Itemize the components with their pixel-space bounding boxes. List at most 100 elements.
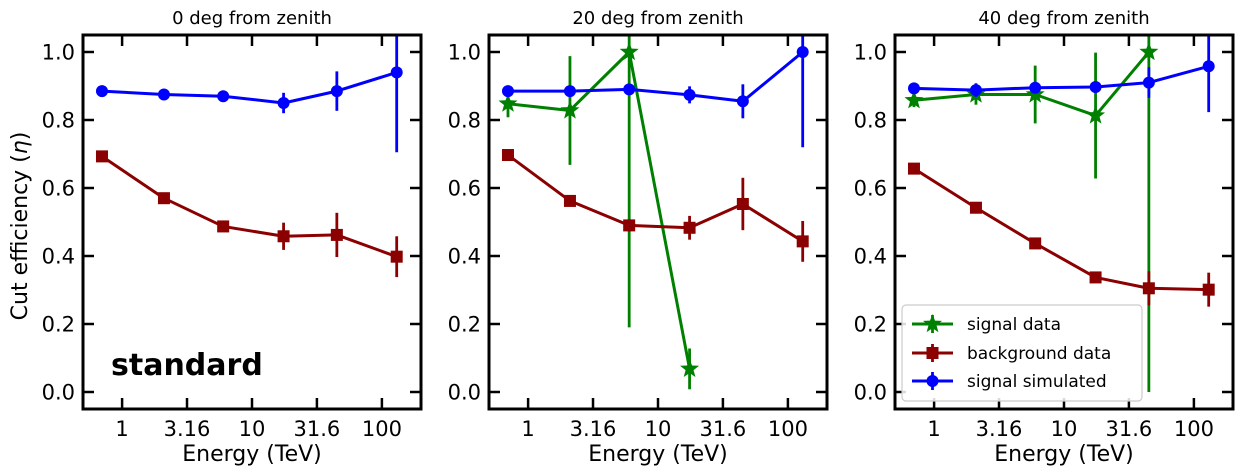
panel-0-x-tick-label: 10 bbox=[239, 417, 266, 441]
panel-0-xlabel: Energy (TeV) bbox=[182, 442, 321, 467]
panel-2-background-data-line bbox=[913, 167, 1209, 292]
panel-0-y-tick-label: 0.6 bbox=[42, 177, 75, 201]
panel-2-background-data-point bbox=[1202, 283, 1215, 296]
panel-1-background-data-point bbox=[736, 197, 749, 210]
panel-1-y-tick-label: 0.0 bbox=[448, 381, 481, 405]
legend-marker-signal-simulated bbox=[926, 375, 939, 387]
panel-0-background-data-point bbox=[390, 250, 403, 263]
panel-2-background-data-point bbox=[1029, 237, 1042, 250]
legend-entry-signal-data: signal data bbox=[912, 314, 1061, 335]
panel-1-x-tick-label: 3.16 bbox=[570, 417, 617, 441]
panel-1-signal-simulated-line bbox=[507, 50, 804, 103]
panel-0-y-tick-label: 1.0 bbox=[42, 41, 75, 65]
panel-2-background-data-point bbox=[969, 201, 982, 214]
panel-1-background-data-point bbox=[796, 235, 809, 248]
panel-1-signal-simulated-point bbox=[563, 85, 576, 98]
panel-2-title: 40 deg from zenith bbox=[978, 8, 1149, 29]
panel-0-y-tick-label: 0.8 bbox=[42, 109, 75, 133]
panel-2-x-tick-label: 100 bbox=[1174, 417, 1214, 441]
panel-0-title: 0 deg from zenith bbox=[172, 8, 332, 29]
panel-2-y-tick-label: 0.6 bbox=[854, 177, 887, 201]
panel-0-x-tick-label: 1 bbox=[115, 417, 128, 441]
panel-0-x-tick-label: 3.16 bbox=[164, 417, 211, 441]
panel-1-background-data-point bbox=[623, 219, 636, 232]
panel-0-background-data-point bbox=[95, 150, 108, 163]
panel-2-x-tick-label: 31.6 bbox=[1106, 417, 1153, 441]
panel-1-signal-data-point bbox=[498, 93, 518, 112]
panel-1-y-tick-label: 0.2 bbox=[448, 313, 481, 337]
panel-2-series-background-data bbox=[907, 162, 1215, 307]
panel-0-signal-simulated-point bbox=[277, 97, 290, 109]
panel-2-x-tick-label: 3.16 bbox=[976, 417, 1023, 441]
panel-2-signal-simulated-line bbox=[913, 64, 1210, 92]
panel-1-series-signal-data bbox=[498, 35, 700, 390]
panel-0: 0 deg from zenith 0.0 0.2 0.4 0.6 0.8 1.0 1 3.1… bbox=[42, 8, 423, 467]
legend-frame bbox=[901, 304, 1143, 402]
panel-1-signal-data-line bbox=[507, 50, 692, 370]
panel-2-signal-data-point bbox=[1086, 105, 1106, 124]
panel-2-series-signal-simulated bbox=[907, 35, 1215, 113]
panel-1-y-tick-label: 0.8 bbox=[448, 109, 481, 133]
panel-1-x-tick-label: 10 bbox=[645, 417, 672, 441]
panel-1-y-tick-label: 1.0 bbox=[448, 41, 481, 65]
y-axis-label: Cut efficiency (η) bbox=[8, 132, 33, 321]
panel-1-signal-simulated-point bbox=[736, 95, 749, 108]
panel-1: 20 deg from zenith 0.0 0.2 0.4 0.6 0.8 1.0 1 3.… bbox=[448, 8, 829, 467]
panel-1-y-tick-label: 0.6 bbox=[448, 177, 481, 201]
panel-2-frame bbox=[893, 33, 1235, 411]
panel-1-signal-data-point bbox=[560, 100, 580, 119]
panel-0-series-signal-simulated bbox=[95, 35, 403, 153]
panel-1-x-tick-label: 31.6 bbox=[700, 417, 747, 441]
panel-0-frame bbox=[81, 33, 423, 411]
panel-2-background-data-point bbox=[1142, 282, 1155, 295]
panel-2-signal-data-point bbox=[1139, 42, 1159, 61]
panel-0-signal-simulated-point bbox=[157, 88, 170, 101]
panel-2-plot: 0.0 0.2 0.4 0.6 0.8 1.0 1 3.16 10 31.6 100 bbox=[854, 33, 1235, 441]
panel-0-x-tick-label: 31.6 bbox=[294, 417, 341, 441]
panel-2-signal-simulated-point bbox=[1029, 81, 1042, 94]
annotation-standard: standard bbox=[111, 348, 263, 383]
panel-2-y-tick-label: 1.0 bbox=[854, 41, 887, 65]
y-axis-label-symbol: η bbox=[8, 140, 33, 154]
panel-0-background-data-point bbox=[277, 230, 290, 243]
panel-0-background-data-point bbox=[330, 228, 343, 241]
panel-2-background-data-point bbox=[907, 162, 920, 175]
panel-0-signal-simulated-point bbox=[390, 66, 403, 79]
panel-0-signal-simulated-point bbox=[330, 85, 343, 98]
panel-2-signal-simulated-point bbox=[1142, 76, 1155, 89]
panel-1-signal-simulated-point bbox=[683, 88, 696, 101]
legend-label-background-data: background data bbox=[967, 344, 1111, 364]
panel-2-signal-simulated-point bbox=[1089, 81, 1102, 94]
panel-0-signal-simulated-point bbox=[217, 90, 230, 103]
panel-0-plot: 0.0 0.2 0.4 0.6 0.8 1.0 1 3.16 10 31.6 100 bbox=[42, 33, 423, 441]
panel-0-background-data-point bbox=[157, 192, 170, 205]
panel-2-y-tick-label: 0.8 bbox=[854, 109, 887, 133]
legend-label-signal-simulated: signal simulated bbox=[967, 372, 1107, 392]
panel-1-signal-simulated-point bbox=[501, 85, 514, 98]
panel-1-signal-simulated-point bbox=[623, 83, 636, 96]
legend-label-signal-data: signal data bbox=[967, 315, 1061, 335]
panel-0-signal-simulated-line bbox=[101, 70, 398, 105]
y-axis-label-close: ) bbox=[8, 132, 33, 141]
panel-2-y-tick-label: 0.0 bbox=[854, 381, 887, 405]
panel-1-signal-data-point bbox=[680, 358, 700, 377]
panel-0-background-data-line bbox=[101, 155, 398, 259]
panel-2-signal-simulated-point bbox=[1202, 60, 1215, 73]
panel-0-y-tick-label: 0.2 bbox=[42, 313, 75, 337]
legend-marker-signal-data bbox=[922, 314, 943, 333]
panel-1-title: 20 deg from zenith bbox=[572, 8, 743, 29]
panel-1-background-data-line bbox=[507, 153, 804, 243]
panel-0-y-tick-label: 0.4 bbox=[42, 245, 75, 269]
panel-2-signal-data-point bbox=[904, 90, 924, 109]
panel-0-background-data-point bbox=[217, 220, 230, 233]
panel-2-signal-simulated-point bbox=[907, 82, 920, 95]
panel-1-xlabel: Energy (TeV) bbox=[588, 442, 727, 467]
panel-2-y-tick-label: 0.2 bbox=[854, 313, 887, 337]
panel-2-xlabel: Energy (TeV) bbox=[994, 442, 1133, 467]
panel-1-background-data-point bbox=[683, 221, 696, 234]
panel-2-signal-simulated-point bbox=[969, 84, 982, 97]
panel-1-signal-data-point bbox=[619, 42, 639, 61]
panel-1-background-data-point bbox=[563, 194, 576, 207]
panel-1-series-signal-simulated bbox=[501, 35, 809, 148]
